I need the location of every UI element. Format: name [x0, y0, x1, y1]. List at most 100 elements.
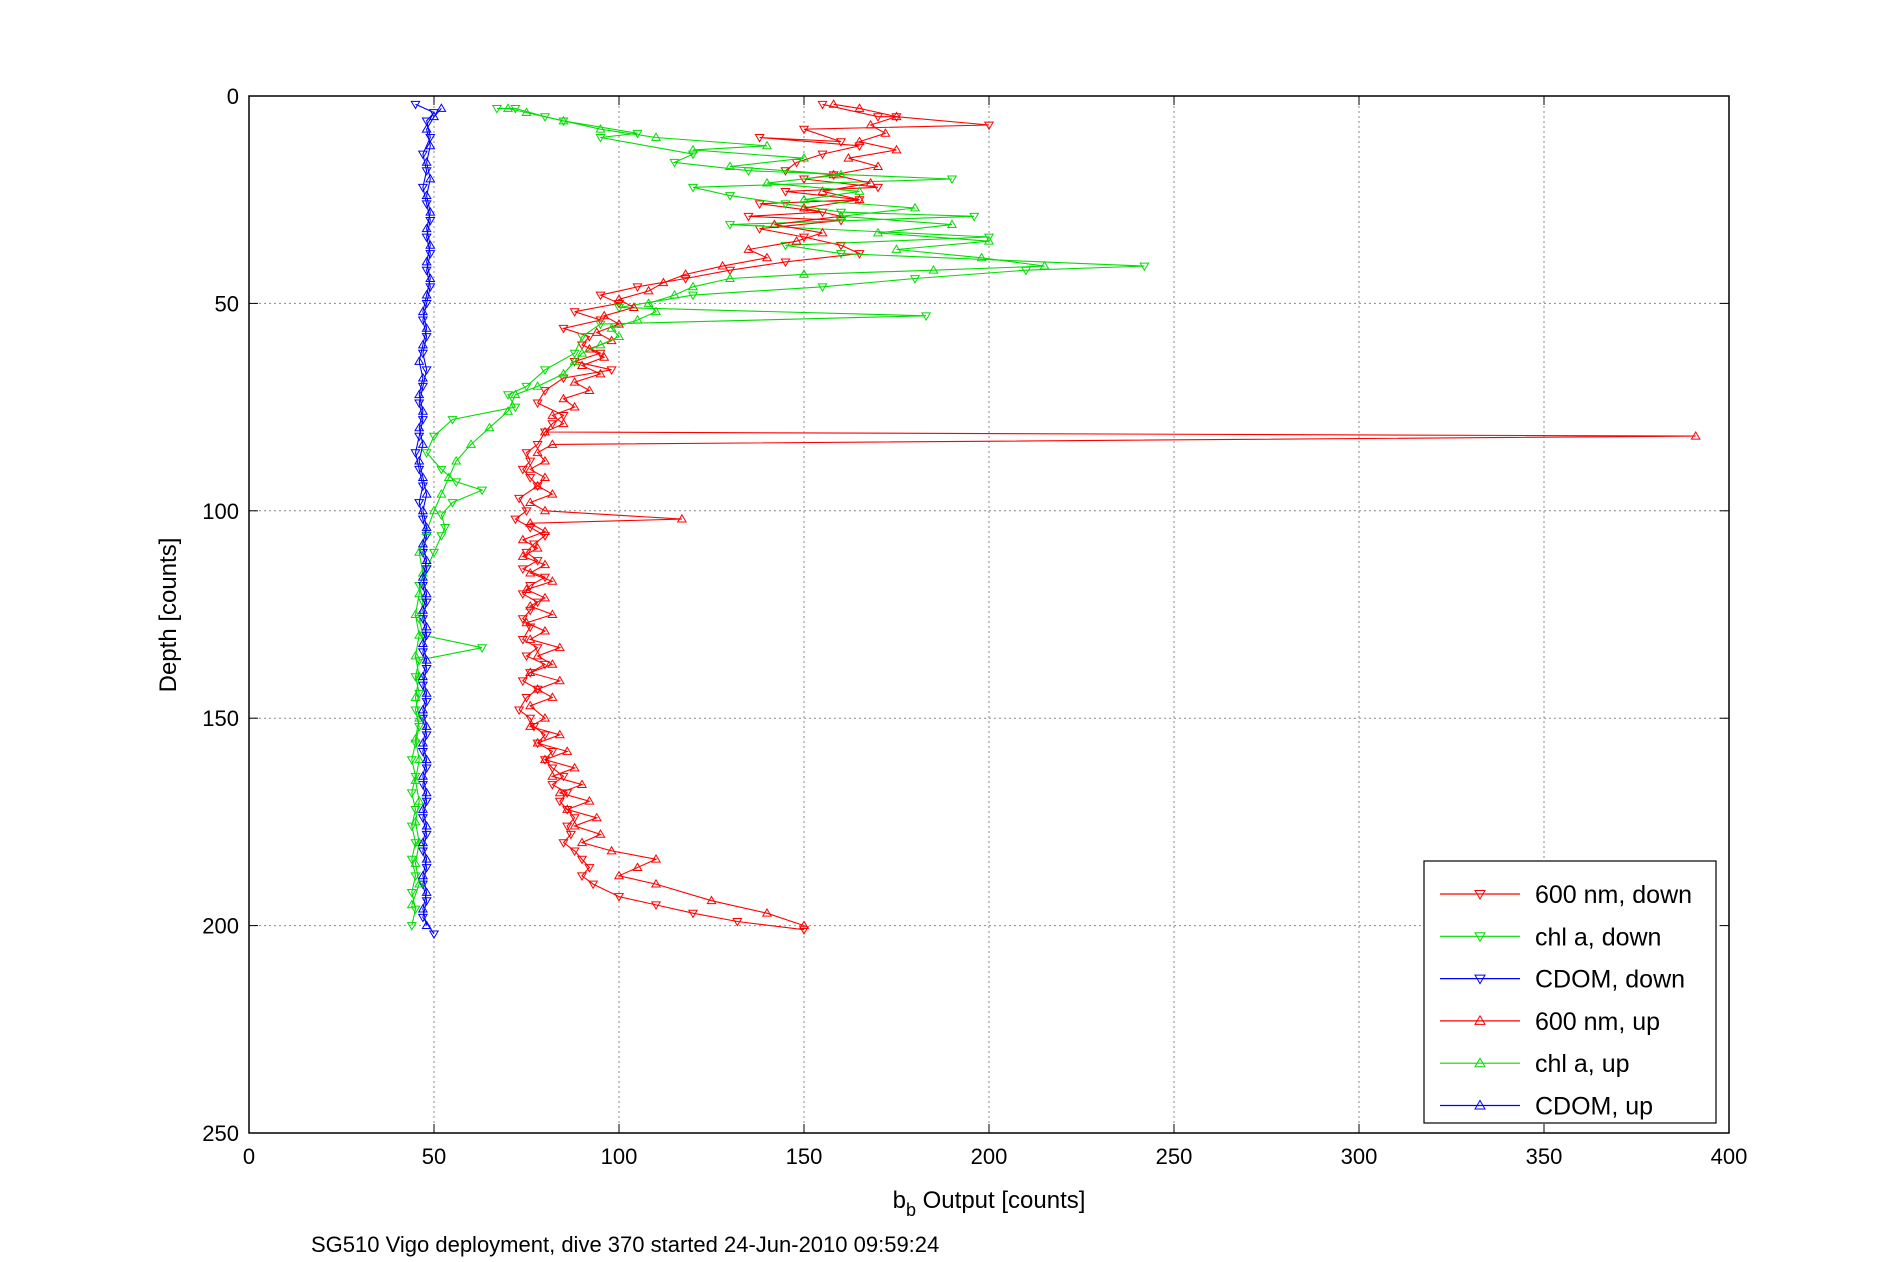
data-point: [969, 212, 980, 222]
data-point: [909, 202, 921, 212]
data-point: [436, 465, 447, 475]
legend-label: CDOM, down: [1535, 966, 1685, 994]
data-point: [447, 416, 458, 425]
data-point: [613, 893, 625, 902]
data-point: [658, 277, 669, 287]
data-point: [558, 374, 569, 384]
legend-marker: [1474, 890, 1486, 900]
data-point: [417, 472, 428, 482]
data-point: [669, 158, 680, 168]
data-point: [1139, 262, 1150, 272]
data-point: [835, 138, 847, 147]
data-point: [595, 320, 606, 330]
data-point: [761, 252, 773, 262]
data-point: [554, 729, 565, 739]
data-point: [650, 878, 662, 888]
data-point: [569, 358, 580, 367]
data-point: [780, 200, 791, 210]
y-tick-label: 200: [202, 914, 239, 939]
data-point: [576, 347, 588, 357]
series-line: [521, 103, 1696, 927]
series-line: [414, 103, 435, 935]
data-point: [521, 617, 532, 627]
legend-box: [1423, 860, 1717, 1124]
data-point: [854, 194, 865, 204]
data-point: [983, 235, 995, 245]
data-point: [525, 634, 536, 643]
data-point: [539, 754, 551, 764]
data-point: [525, 601, 536, 610]
legend-marker: [1474, 1099, 1486, 1110]
data-point: [421, 526, 432, 535]
data-point: [669, 289, 680, 299]
data-point: [421, 223, 432, 233]
data-point: [421, 721, 432, 730]
data-point: [687, 144, 699, 154]
legend-item-cdom-down: CDOM, down: [1440, 966, 1685, 994]
data-point: [891, 144, 902, 154]
data-point: [417, 306, 428, 316]
data-point: [428, 109, 440, 118]
legend-label: chl a, up: [1535, 1050, 1630, 1078]
data-point: [854, 136, 865, 146]
legend-item-chl-a-down: chl a, down: [1440, 923, 1661, 951]
data-point: [414, 389, 425, 399]
series-chl-a-up: [406, 103, 1050, 909]
data-point: [410, 650, 421, 660]
legend-item-600-nm-up: 600 nm, up: [1440, 1008, 1660, 1036]
data-point: [606, 366, 617, 375]
data-point: [440, 523, 451, 533]
data-point: [606, 335, 617, 345]
data-point: [872, 183, 884, 193]
data-point: [539, 625, 551, 635]
data-point: [569, 814, 580, 823]
data-point: [521, 449, 532, 458]
data-point: [406, 899, 417, 909]
data-point: [410, 858, 421, 867]
data-point: [817, 186, 828, 195]
data-point: [525, 667, 536, 677]
data-point: [421, 787, 432, 797]
data-point: [514, 494, 525, 504]
data-point: [417, 439, 428, 448]
data-point: [595, 134, 606, 143]
data-point: [525, 567, 536, 577]
legend-label: 600 nm, up: [1535, 1008, 1660, 1036]
data-point: [591, 812, 602, 822]
x-tick-label: 400: [1711, 1144, 1748, 1169]
data-point: [539, 526, 551, 535]
data-point: [414, 754, 425, 764]
data-point: [510, 389, 521, 399]
data-point: [521, 507, 532, 516]
data-point: [417, 538, 428, 548]
data-point: [547, 410, 558, 419]
data-point: [417, 339, 428, 349]
data-point: [1690, 430, 1701, 440]
data-point: [406, 922, 417, 931]
data-point: [417, 372, 428, 382]
data-point: [477, 486, 488, 496]
data-point: [576, 360, 588, 370]
data-point: [502, 406, 514, 415]
data-point: [532, 542, 543, 552]
legend-marker: [1474, 1014, 1486, 1025]
data-point: [576, 341, 588, 351]
data-point: [798, 194, 810, 204]
data-point: [780, 241, 791, 251]
data-point: [539, 426, 551, 436]
legend-label: CDOM, up: [1535, 1093, 1653, 1121]
data-point: [687, 281, 699, 291]
data-point: [525, 721, 536, 730]
data-point: [554, 787, 565, 797]
data-point: [510, 403, 521, 413]
x-axis-label: bb Output [counts]: [893, 1187, 1086, 1220]
legend-item-600-nm-down: 600 nm, down: [1440, 881, 1692, 909]
data-point: [517, 465, 528, 475]
y-tick-label: 100: [202, 499, 239, 524]
data-point: [547, 420, 558, 429]
data-point: [798, 926, 810, 935]
data-point: [650, 306, 662, 316]
data-point: [909, 275, 921, 284]
data-point: [410, 839, 421, 848]
y-tick-label: 250: [202, 1121, 239, 1146]
